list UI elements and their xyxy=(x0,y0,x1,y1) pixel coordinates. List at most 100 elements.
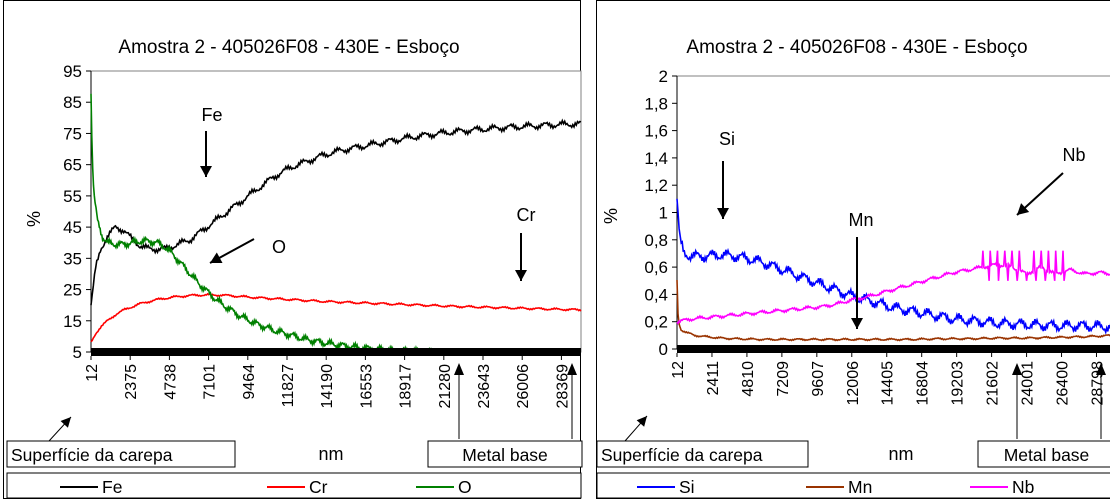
surface-box-label: Superfície da carepa xyxy=(601,445,763,465)
arrow-head xyxy=(636,416,647,427)
arrow-head xyxy=(210,252,223,263)
x-tick-label: 9464 xyxy=(241,364,258,400)
x-tick-label: 18917 xyxy=(398,364,415,409)
arrow-head xyxy=(515,270,527,281)
annotation-label-si: Si xyxy=(719,129,735,149)
x-tick-label: 21280 xyxy=(437,364,454,409)
x-tick-label: 14190 xyxy=(319,364,336,409)
y-tick-label: 0,8 xyxy=(644,231,668,250)
x-tick-label: 12006 xyxy=(845,361,862,406)
surface-box xyxy=(596,440,809,468)
series-line-mn xyxy=(676,279,1110,342)
y-tick-label: 0,4 xyxy=(644,285,668,304)
y-tick-label: 1,2 xyxy=(644,176,668,195)
arrow-head xyxy=(60,417,71,428)
x-tick-label: 23643 xyxy=(476,364,493,409)
y-tick-label: 75 xyxy=(63,124,82,143)
legend-label-nb: Nb xyxy=(1012,477,1034,497)
x-tick-label: 7101 xyxy=(202,364,219,400)
annotation-label-nb: Nb xyxy=(1062,145,1085,165)
arrow-head xyxy=(717,208,729,219)
y-tick-label: 0,2 xyxy=(644,313,668,332)
baseline-band xyxy=(677,345,1110,353)
y-tick-label: 0,6 xyxy=(644,258,668,277)
y-tick-label: 15 xyxy=(63,312,82,331)
surface-box-label: Superfície da carepa xyxy=(11,445,173,465)
metal-base-box xyxy=(977,440,1110,468)
legend-box xyxy=(596,472,1110,499)
arrow-head xyxy=(1017,203,1030,215)
legend-label-mn: Mn xyxy=(848,477,872,497)
series-line-fe xyxy=(90,118,582,306)
y-tick-label: 2 xyxy=(659,67,668,86)
legend-label-cr: Cr xyxy=(309,477,328,497)
series-line-o xyxy=(90,93,440,355)
x-tick-label: 11827 xyxy=(280,364,297,407)
x-axis-label: nm xyxy=(888,444,913,464)
y-tick-label: 55 xyxy=(63,187,82,206)
arrow-head xyxy=(851,318,863,329)
x-tick-label: 21602 xyxy=(985,361,1002,406)
chart-left-svg: Amostra 2 - 405026F08 - 430E - Esboço%51… xyxy=(6,37,583,499)
arrow-head xyxy=(454,363,464,375)
surface-box xyxy=(6,440,236,468)
arrow-head xyxy=(200,166,212,177)
annotation-label-o: O xyxy=(272,237,286,257)
x-tick-label: 16553 xyxy=(358,364,375,409)
legend-label-si: Si xyxy=(679,477,695,497)
y-axis-label: % xyxy=(24,211,44,227)
x-tick-label: 28798 xyxy=(1089,361,1106,406)
y-tick-label: 45 xyxy=(63,218,82,237)
annotation-label-cr: Cr xyxy=(517,205,536,225)
x-tick-label: 12 xyxy=(84,364,101,382)
chart-panel-right: Amostra 2 - 405026F08 - 430E - Esboço% 0 0… xyxy=(596,0,1110,499)
y-tick-label: 1 xyxy=(659,204,668,223)
x-tick-label: 14405 xyxy=(880,361,897,406)
chart-right-svg: Amostra 2 - 405026F08 - 430E - Esboço% 0 0… xyxy=(596,37,1110,499)
x-tick-label: 24001 xyxy=(1020,361,1037,406)
baseline-band xyxy=(91,348,581,356)
chart-title: Amostra 2 - 405026F08 - 430E - Esboço xyxy=(118,37,459,58)
annotation-label-mn: Mn xyxy=(848,210,873,230)
plot-area xyxy=(676,75,1110,350)
x-tick-label: 2375 xyxy=(123,364,140,400)
x-tick-label: 4810 xyxy=(740,361,757,397)
chart-title: Amostra 2 - 405026F08 - 430E - Esboço xyxy=(686,37,1027,58)
y-tick-label: 5 xyxy=(73,343,82,362)
y-tick-label: 1,6 xyxy=(644,122,668,141)
arrow-head xyxy=(1096,363,1106,375)
y-tick-label: 95 xyxy=(63,62,82,81)
arrow-head xyxy=(567,363,577,375)
metal-base-box xyxy=(427,440,583,468)
x-tick-label: 26400 xyxy=(1055,361,1072,406)
x-axis-label: nm xyxy=(318,444,343,464)
metal-base-box-label: Metal base xyxy=(1004,445,1090,465)
y-tick-label: 65 xyxy=(63,156,82,175)
legend-label-o: O xyxy=(458,477,472,497)
y-tick-label: 25 xyxy=(63,281,82,300)
metal-base-box-label: Metal base xyxy=(462,445,548,465)
y-axis-label: % xyxy=(601,208,621,224)
legend-label-fe: Fe xyxy=(102,477,122,497)
chart-panel-left: Amostra 2 - 405026F08 - 430E - Esboço% 5 1… xyxy=(3,0,583,499)
x-tick-label: 4738 xyxy=(162,364,179,400)
y-tick-label: 35 xyxy=(63,249,82,268)
x-tick-label: 7209 xyxy=(775,361,792,397)
y-tick-label: 85 xyxy=(63,93,82,112)
plot-area xyxy=(90,70,582,353)
x-tick-label: 28369 xyxy=(554,364,571,409)
x-tick-label: 12 xyxy=(670,361,687,379)
series-line-cr xyxy=(90,292,582,343)
x-tick-label: 19203 xyxy=(950,361,967,406)
series-line-si xyxy=(676,198,1110,335)
legend-box xyxy=(6,472,582,499)
annotation-label-fe: Fe xyxy=(201,105,222,125)
x-tick-label: 16804 xyxy=(915,361,932,406)
arrow-head xyxy=(1012,363,1022,375)
y-tick-label: 1,4 xyxy=(644,149,668,168)
y-tick-label: 0 xyxy=(659,340,668,359)
x-tick-label: 2411 xyxy=(705,361,722,396)
y-tick-label: 1,8 xyxy=(644,94,668,113)
x-tick-label: 26006 xyxy=(515,364,532,409)
series-line-nb xyxy=(676,250,1110,325)
